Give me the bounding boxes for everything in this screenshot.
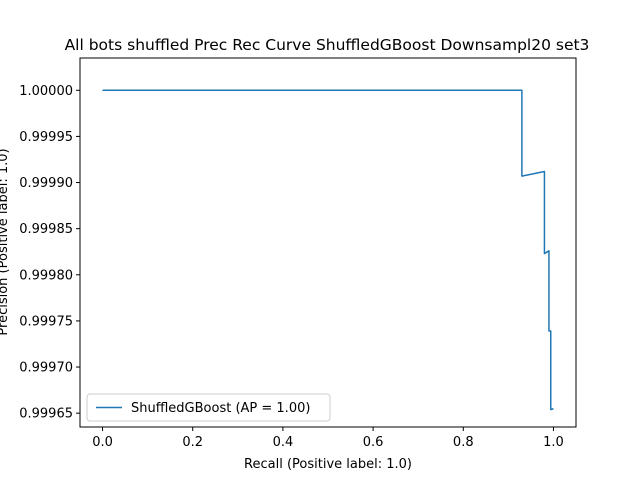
chart-title: All bots shuffled Prec Rec Curve Shuffle… [65,36,590,54]
y-tick-label: 0.99975 [19,314,73,329]
y-tick-label: 0.99980 [19,268,73,283]
y-axis-label: Precision (Positive label: 1.0) [0,148,11,335]
x-tick-label: 0.6 [363,435,384,450]
x-tick-label: 0.4 [273,435,294,450]
y-tick-label: 1.00000 [19,84,73,99]
y-tick-label: 0.99990 [19,176,73,191]
legend-box [86,393,331,422]
x-tick-label: 0.8 [453,435,474,450]
legend-entry-label: ShuffledGBoost (AP = 1.00) [131,401,310,416]
x-tick-label: 0.2 [182,435,203,450]
series-line [102,89,554,411]
y-tick-label: 0.99985 [19,222,73,237]
legend: ShuffledGBoost (AP = 1.00) [86,393,331,422]
y-tick-label: 0.99995 [19,130,73,145]
y-tick-label: 0.99965 [19,407,73,422]
plot-area-frame [79,57,577,428]
x-tick-label: 0.0 [92,435,113,450]
y-tick-label: 0.99970 [19,361,73,376]
x-tick-label: 1.0 [543,435,564,450]
series-layer [102,89,554,411]
y-axis-ticks: 0.99965 0.99970 0.99975 0.99980 0.99985 0.999… [19,84,80,422]
x-axis-label: Recall (Positive label: 1.0) [244,457,412,472]
x-axis-ticks: 0.0 0.2 0.4 0.6 0.8 1.0 [92,427,564,450]
